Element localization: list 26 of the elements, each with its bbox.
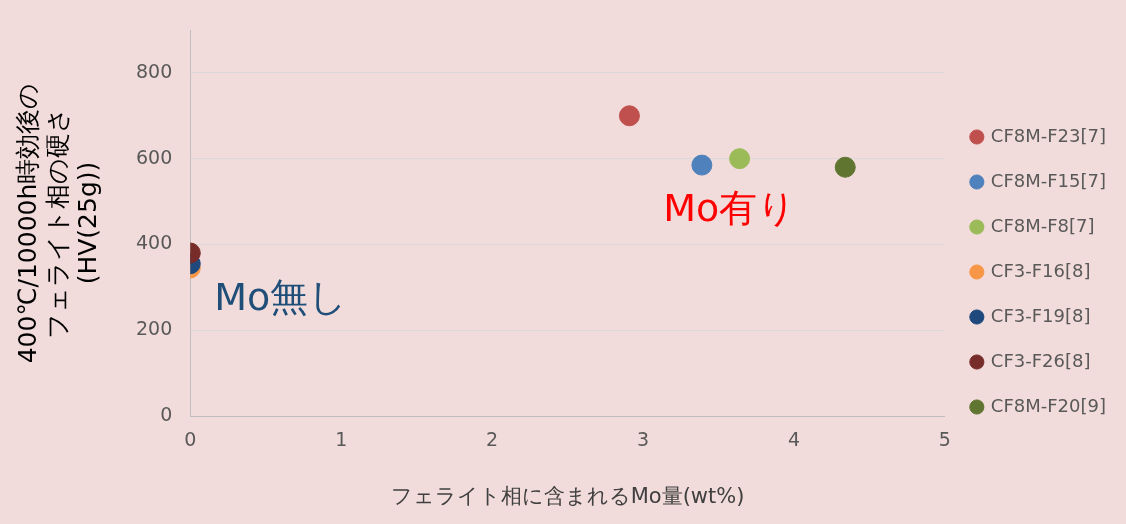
- y-tick-label: 800: [136, 59, 173, 82]
- x-tick-label: 3: [636, 428, 650, 451]
- y-tick-label: 600: [136, 145, 173, 168]
- legend-label: CF8M-F8[7]: [990, 214, 1095, 236]
- legend-label: CF3-F16[8]: [990, 259, 1091, 281]
- y-axis-title: 400℃/10000h時効後のフェライト相の硬さ(HV(25g)): [12, 82, 102, 364]
- x-tick-label: 2: [486, 428, 499, 451]
- x-tick-label: 4: [787, 428, 800, 451]
- x-axis-title: フェライト相に含まれるMo量(wt%): [390, 483, 745, 508]
- x-tick-label: 1: [335, 428, 348, 451]
- legend-label: CF3-F26[8]: [990, 349, 1091, 371]
- point: [729, 148, 751, 170]
- y-tick-label: 0: [160, 402, 173, 425]
- x-tick-label: 5: [938, 428, 951, 451]
- point: [834, 156, 856, 178]
- point: [691, 154, 713, 176]
- annotation: Mo有り: [663, 186, 797, 231]
- point: [618, 105, 640, 127]
- x-tick-label: 0: [184, 428, 197, 451]
- annotation: Mo無し: [214, 275, 348, 320]
- y-tick-label: 200: [136, 317, 173, 340]
- legend-label: CF8M-F20[9]: [990, 394, 1106, 416]
- legend-label: CF8M-F15[7]: [990, 169, 1106, 191]
- y-tick-label: 400: [136, 231, 173, 254]
- legend-label: CF8M-F23[7]: [990, 124, 1106, 146]
- legend-label: CF3-F19[8]: [990, 304, 1091, 326]
